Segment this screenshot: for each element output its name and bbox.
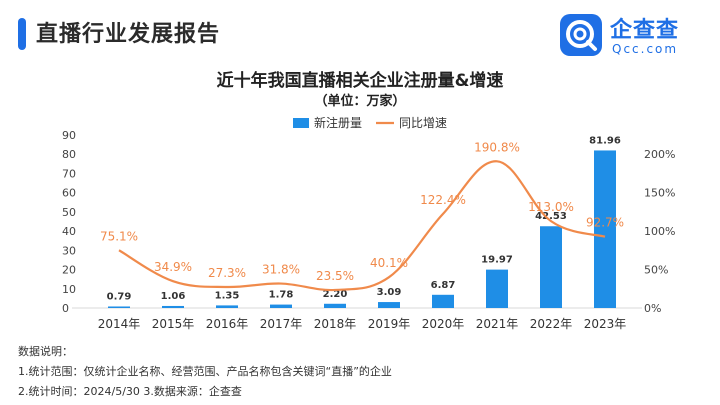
bar <box>216 305 238 308</box>
legend-label-line: 同比增速 <box>399 116 447 130</box>
y-right-tick-label: 0% <box>644 302 661 315</box>
line-value-label: 27.3% <box>208 266 246 280</box>
bar-value-label: 2.20 <box>323 289 348 300</box>
y-left-tick-label: 20 <box>62 264 76 277</box>
legend-swatch-bar <box>293 118 309 128</box>
y-right-tick-label: 150% <box>644 187 675 200</box>
page-title: 直播行业发展报告 <box>36 22 221 47</box>
line-value-label: 190.8% <box>474 140 520 154</box>
bar <box>432 294 454 308</box>
y-left-tick-label: 80 <box>62 148 76 161</box>
chart-subtitle: （单位：万家） <box>314 94 406 109</box>
y-left-tick-label: 60 <box>62 187 76 200</box>
bar-value-label: 0.79 <box>107 291 132 302</box>
bar-value-label: 3.09 <box>377 287 402 298</box>
line-value-label: 23.5% <box>316 269 354 283</box>
line-value-label: 34.9% <box>154 260 192 274</box>
line-value-label: 122.4% <box>420 193 466 207</box>
bar-value-label: 81.96 <box>589 135 621 146</box>
growth-line <box>118 160 606 292</box>
x-tick-label: 2020年 <box>422 317 465 331</box>
bar-value-label: 19.97 <box>481 255 513 266</box>
x-tick-label: 2019年 <box>368 317 411 331</box>
header-accent-bar <box>18 18 26 50</box>
bar-value-label: 42.53 <box>535 211 567 222</box>
data-notes: 数据说明： 1.统计范围：仅统计企业名称、经营范围、产品名称包含关键词“直播”的… <box>18 342 392 402</box>
notes-line-1: 1.统计范围：仅统计企业名称、经营范围、产品名称包含关键词“直播”的企业 <box>18 365 392 378</box>
bar <box>108 306 130 308</box>
y-left-tick-label: 50 <box>62 206 76 219</box>
line-value-label: 92.7% <box>586 216 624 230</box>
x-tick-label: 2016年 <box>206 317 249 331</box>
y-left-tick-label: 0 <box>62 302 69 315</box>
legend-label-bar: 新注册量 <box>314 115 362 130</box>
x-tick-label: 2022年 <box>530 317 573 331</box>
y-right-tick-label: 100% <box>644 225 675 238</box>
brand-logo: 企查查 Qcc.com <box>560 12 700 56</box>
x-tick-label: 2018年 <box>314 317 357 331</box>
x-tick-label: 2017年 <box>260 317 303 331</box>
line-value-label: 31.8% <box>262 263 300 277</box>
line-value-label: 40.1% <box>370 256 408 270</box>
logo-name-cn: 企查查 <box>610 18 680 43</box>
line-value-label: 113.0% <box>528 200 574 214</box>
y-left-tick-label: 10 <box>62 283 76 296</box>
bar <box>270 304 292 308</box>
y-right-tick-label: 50% <box>644 264 668 277</box>
notes-line-2: 2.统计时间：2024/5/30 3.数据来源：企查查 <box>18 385 242 398</box>
bar <box>324 303 346 308</box>
x-tick-label: 2015年 <box>152 317 195 331</box>
line-value-label: 75.1% <box>100 229 138 243</box>
y-left-tick-label: 90 <box>62 129 76 142</box>
bar <box>486 269 508 308</box>
bar-value-label: 1.78 <box>269 290 294 301</box>
notes-heading: 数据说明： <box>18 345 73 358</box>
bar-value-label: 1.06 <box>161 291 186 302</box>
y-left-tick-label: 30 <box>62 244 76 257</box>
y-right-tick-label: 200% <box>644 148 675 161</box>
logo-name-en: Qcc.com <box>612 42 679 56</box>
bar-value-label: 6.87 <box>431 280 456 291</box>
bar <box>378 302 400 308</box>
bar <box>162 305 184 308</box>
logo-mark-icon <box>560 14 602 56</box>
y-left-tick-label: 40 <box>62 225 76 238</box>
bar <box>540 226 562 308</box>
bar <box>594 150 616 308</box>
bar-value-label: 1.35 <box>215 290 240 301</box>
x-tick-label: 2021年 <box>476 317 519 331</box>
x-tick-label: 2014年 <box>98 317 141 331</box>
x-tick-label: 2023年 <box>584 317 627 331</box>
y-left-tick-label: 70 <box>62 167 76 180</box>
chart-title: 近十年我国直播相关企业注册量&增速 <box>216 71 504 91</box>
